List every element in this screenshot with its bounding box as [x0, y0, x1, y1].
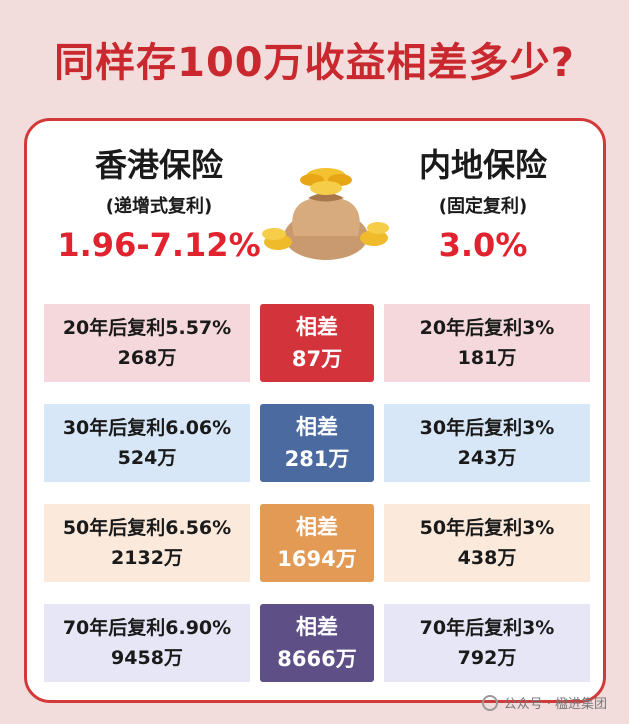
difference-label: 相差 — [296, 515, 338, 539]
mainland-amount-text: 181万 — [457, 347, 517, 369]
left-column-header: 香港保险 (递增式复利) 1.96-7.12% — [54, 140, 264, 264]
difference-value: 1694万 — [277, 547, 357, 571]
hk-amount-text: 2132万 — [111, 547, 183, 569]
hk-cell: 30年后复利6.06% 524万 — [44, 404, 250, 482]
mainland-amount-text: 243万 — [457, 447, 517, 469]
mainland-cell: 30年后复利3% 243万 — [384, 404, 590, 482]
difference-label: 相差 — [296, 415, 338, 439]
mainland-rate-text: 20年后复利3% — [419, 317, 555, 339]
hk-cell: 20年后复利5.57% 268万 — [44, 304, 250, 382]
hk-cell: 50年后复利6.56% 2132万 — [44, 504, 250, 582]
mainland-cell: 70年后复利3% 792万 — [384, 604, 590, 682]
comparison-row: 20年后复利5.57% 268万 相差 87万 20年后复利3% 181万 — [44, 304, 590, 382]
comparison-row: 50年后复利6.56% 2132万 相差 1694万 50年后复利3% 438万 — [44, 504, 590, 582]
wechat-icon — [481, 694, 498, 711]
hk-amount-text: 524万 — [117, 447, 177, 469]
difference-badge: 相差 281万 — [260, 404, 374, 482]
difference-value: 8666万 — [277, 647, 357, 671]
hk-rate-text: 20年后复利5.57% — [62, 317, 232, 339]
difference-label: 相差 — [296, 315, 338, 339]
hk-rate-text: 50年后复利6.56% — [62, 517, 232, 539]
hk-cell: 70年后复利6.90% 9458万 — [44, 604, 250, 682]
money-bag-icon — [262, 168, 389, 260]
left-column-rate: 1.96-7.12% — [57, 226, 261, 264]
hk-rate-text: 30年后复利6.06% — [62, 417, 232, 439]
mainland-cell: 50年后复利3% 438万 — [384, 504, 590, 582]
mainland-amount-text: 792万 — [457, 647, 517, 669]
right-column-rate: 3.0% — [438, 226, 528, 264]
left-column-subtitle: (递增式复利) — [105, 196, 213, 217]
comparison-row: 70年后复利6.90% 9458万 相差 8666万 70年后复利3% 792万 — [44, 604, 590, 682]
hk-amount-text: 268万 — [117, 347, 177, 369]
difference-value: 87万 — [291, 347, 343, 371]
right-column-subtitle: (固定复利) — [438, 196, 528, 217]
mainland-rate-text: 50年后复利3% — [419, 517, 555, 539]
difference-label: 相差 — [296, 615, 338, 639]
mainland-cell: 20年后复利3% 181万 — [384, 304, 590, 382]
comparison-row: 30年后复利6.06% 524万 相差 281万 30年后复利3% 243万 — [44, 404, 590, 482]
left-column-title: 香港保险 — [94, 146, 223, 184]
right-column-title: 内地保险 — [418, 146, 547, 184]
page-title: 同样存100万收益相差多少? — [54, 40, 575, 86]
hk-rate-text: 70年后复利6.90% — [62, 617, 232, 639]
mainland-amount-text: 438万 — [457, 547, 517, 569]
difference-badge: 相差 87万 — [260, 304, 374, 382]
difference-badge: 相差 8666万 — [260, 604, 374, 682]
mainland-rate-text: 70年后复利3% — [419, 617, 555, 639]
difference-badge: 相差 1694万 — [260, 504, 374, 582]
watermark-text: 公众号 · 楹进集团 — [503, 697, 607, 712]
mainland-rate-text: 30年后复利3% — [419, 417, 555, 439]
right-column-header: 内地保险 (固定复利) 3.0% — [378, 140, 588, 264]
difference-value: 281万 — [284, 447, 350, 471]
hk-amount-text: 9458万 — [111, 647, 183, 669]
watermark: 公众号 · 楹进集团 — [481, 693, 607, 712]
